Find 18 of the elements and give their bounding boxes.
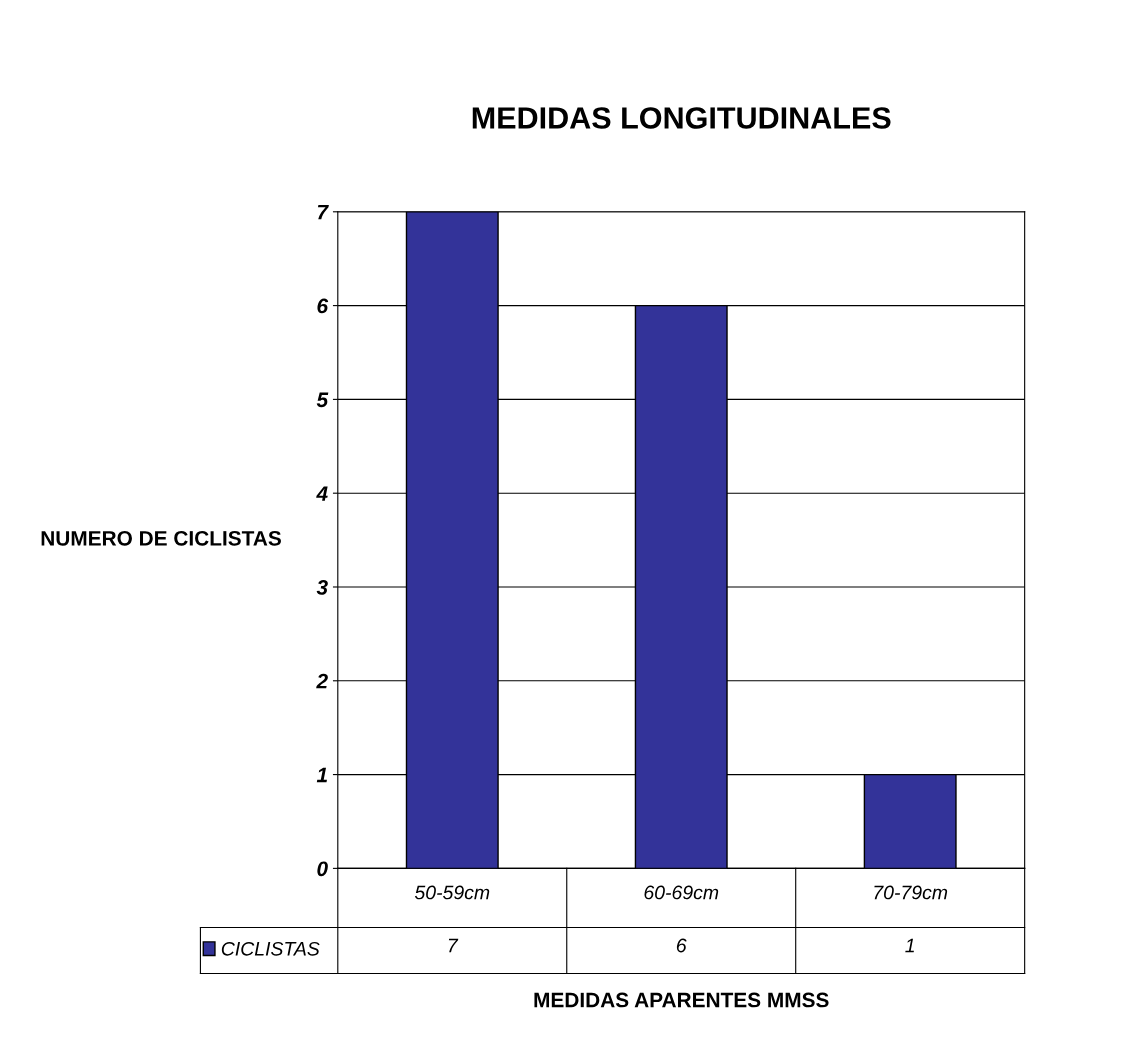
data-label: 6 xyxy=(676,938,687,953)
y-tick-label: 3 xyxy=(316,579,328,595)
data-label: 7 xyxy=(448,938,459,953)
x-tick-label: 50-59cm xyxy=(414,885,490,900)
y-tick-label: 7 xyxy=(317,205,329,220)
y-tick-label: 1 xyxy=(316,767,327,783)
x-tick-label: 60-69cm xyxy=(644,885,719,900)
y-tick-label: 2 xyxy=(316,673,328,689)
chart-title: MEDIDAS LONGITUDINALES xyxy=(472,107,891,129)
y-tick-label: 4 xyxy=(316,486,328,501)
x-axis-title: MEDIDAS APARENTES MMSS xyxy=(534,992,829,1008)
x-tick-label: 70-79cm xyxy=(874,885,948,900)
legend-label: CICLISTAS xyxy=(221,941,320,956)
y-axis-title: NUMERO DE CICLISTAS xyxy=(41,530,281,546)
data-label: 1 xyxy=(905,938,914,953)
y-tick-label: 6 xyxy=(317,298,329,314)
y-tick-label: 0 xyxy=(317,861,328,877)
y-tick-label: 5 xyxy=(316,392,329,408)
